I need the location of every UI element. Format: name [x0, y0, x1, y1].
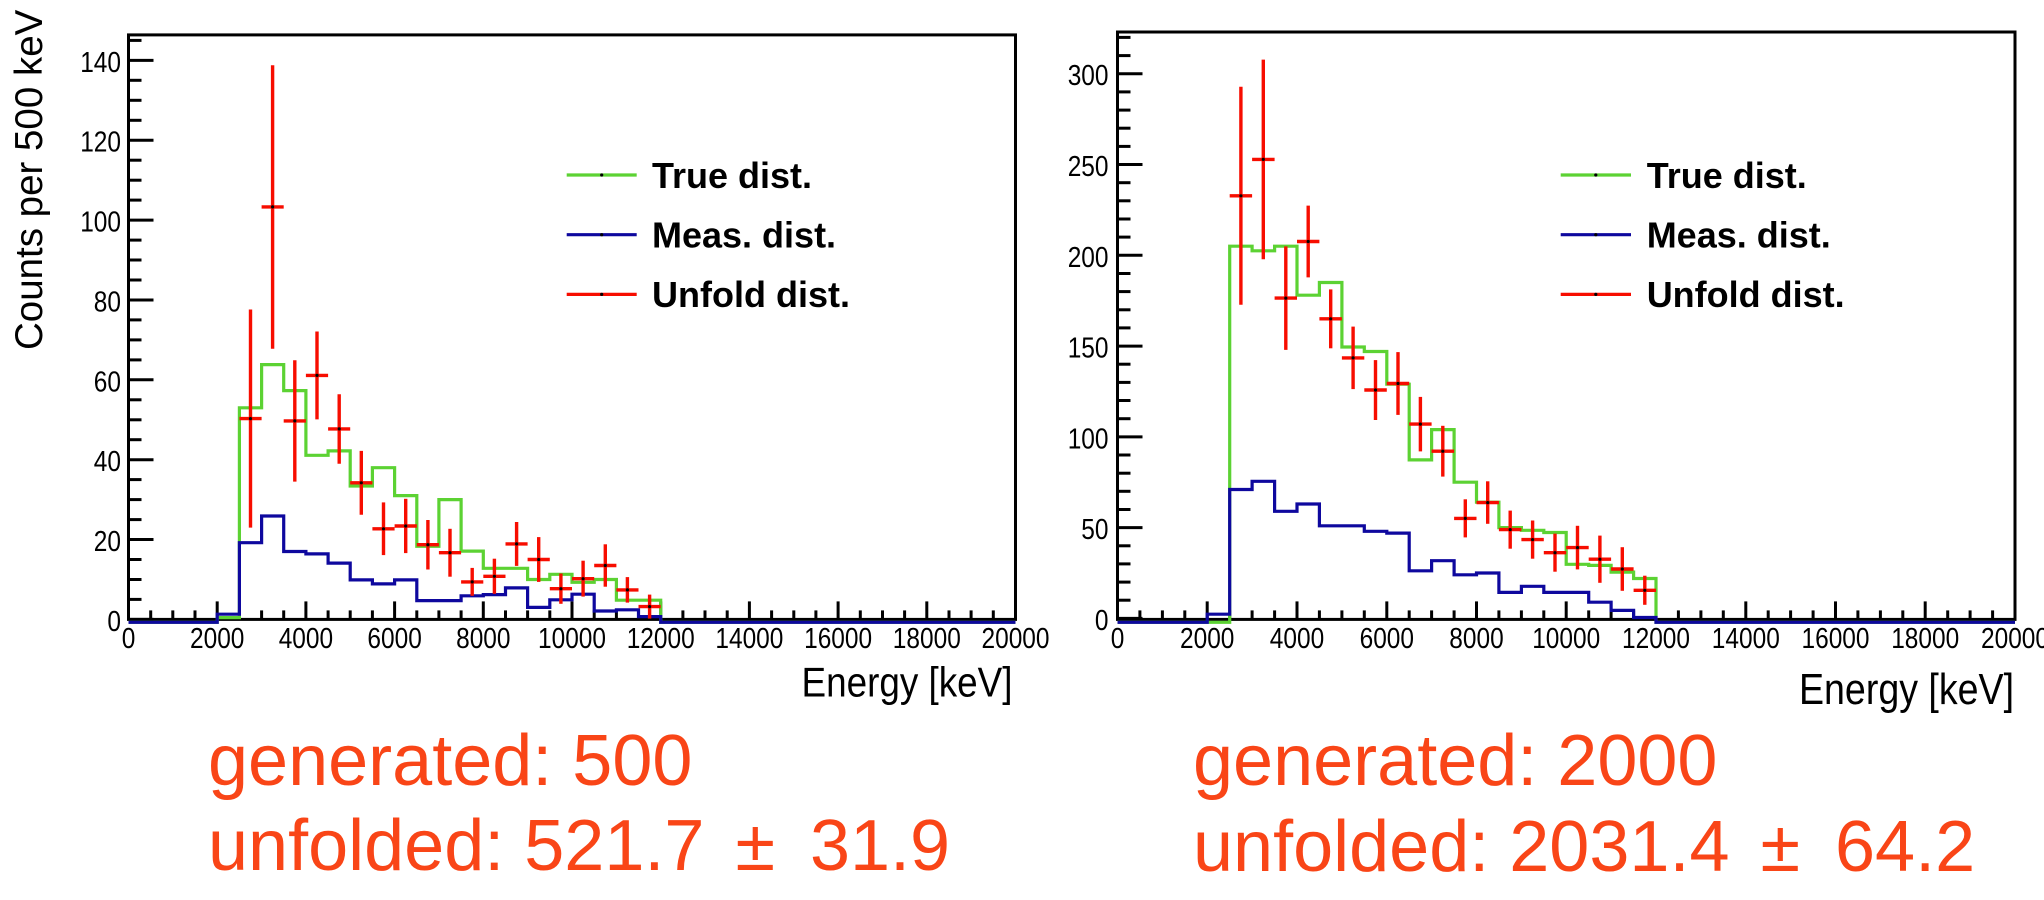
svg-text:14000: 14000 — [715, 623, 783, 655]
svg-text:20: 20 — [94, 526, 121, 558]
svg-text:140: 140 — [80, 47, 121, 79]
svg-text:80: 80 — [94, 287, 121, 319]
svg-text:Meas. dist.: Meas. dist. — [1647, 215, 1831, 256]
svg-text:0: 0 — [107, 606, 121, 638]
svg-text:6000: 6000 — [367, 623, 421, 655]
svg-text:4000: 4000 — [1270, 623, 1324, 655]
svg-text:Energy [keV]: Energy [keV] — [1799, 665, 2014, 714]
svg-text:True dist.: True dist. — [1647, 155, 1807, 196]
svg-text:Unfold dist.: Unfold dist. — [652, 274, 850, 315]
svg-text:100: 100 — [80, 207, 121, 239]
svg-text:16000: 16000 — [1802, 623, 1870, 655]
svg-text:40: 40 — [94, 446, 121, 478]
svg-text:10000: 10000 — [1532, 623, 1600, 655]
svg-text:100: 100 — [1068, 423, 1109, 455]
svg-text:2000: 2000 — [1180, 623, 1234, 655]
svg-text:2000: 2000 — [190, 623, 244, 655]
svg-text:unfolded: 2031.4±64.2: unfolded: 2031.4 ±64.2 — [1193, 807, 1975, 887]
svg-text:8000: 8000 — [1449, 623, 1503, 655]
svg-text:200: 200 — [1068, 242, 1109, 274]
svg-text:0: 0 — [1111, 623, 1125, 655]
svg-text:unfolded: 521.7±31.9: unfolded: 521.7 ±31.9 — [208, 806, 950, 886]
svg-text:Counts per 500 keV: Counts per 500 keV — [8, 9, 51, 350]
svg-text:150: 150 — [1068, 333, 1109, 365]
svg-text:20000: 20000 — [1981, 623, 2044, 655]
svg-text:Energy [keV]: Energy [keV] — [802, 658, 1013, 705]
svg-text:20000: 20000 — [982, 623, 1050, 655]
svg-text:50: 50 — [1081, 514, 1108, 546]
svg-text:14000: 14000 — [1712, 623, 1780, 655]
svg-text:12000: 12000 — [627, 623, 695, 655]
svg-text:250: 250 — [1068, 151, 1109, 183]
svg-text:18000: 18000 — [1891, 623, 1959, 655]
svg-text:8000: 8000 — [456, 623, 510, 655]
svg-text:18000: 18000 — [893, 623, 961, 655]
svg-text:6000: 6000 — [1360, 623, 1414, 655]
svg-text:True dist.: True dist. — [652, 155, 812, 196]
svg-text:300: 300 — [1068, 60, 1109, 92]
svg-text:generated: 2000: generated: 2000 — [1193, 721, 1717, 801]
svg-text:Meas. dist.: Meas. dist. — [652, 215, 836, 256]
svg-text:10000: 10000 — [538, 623, 606, 655]
svg-text:generated: 500: generated: 500 — [208, 721, 692, 801]
svg-text:120: 120 — [80, 127, 121, 159]
svg-text:0: 0 — [122, 623, 136, 655]
svg-text:4000: 4000 — [279, 623, 333, 655]
svg-text:60: 60 — [94, 366, 121, 398]
svg-text:0: 0 — [1095, 605, 1109, 637]
svg-text:Unfold dist.: Unfold dist. — [1647, 274, 1845, 315]
svg-text:12000: 12000 — [1622, 623, 1690, 655]
svg-text:16000: 16000 — [804, 623, 872, 655]
